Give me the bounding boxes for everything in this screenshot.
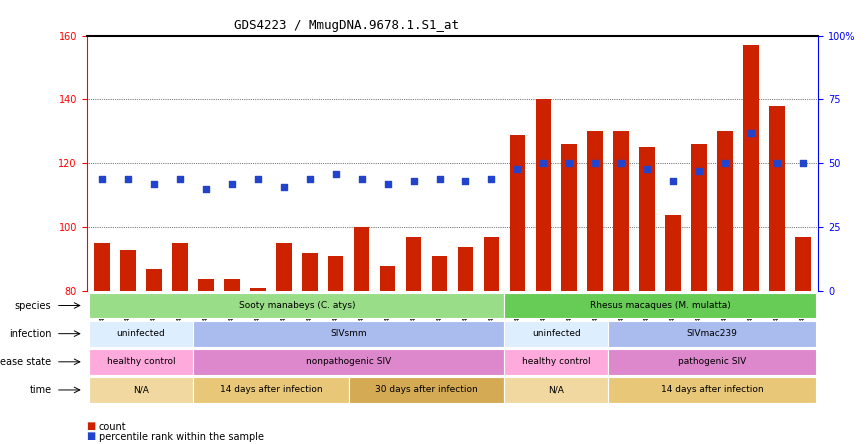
Bar xyxy=(328,256,344,291)
Point xyxy=(484,175,498,182)
Bar xyxy=(795,237,811,291)
Text: healthy control: healthy control xyxy=(107,357,176,366)
Point xyxy=(147,180,161,187)
Bar xyxy=(769,106,785,291)
Bar xyxy=(432,256,448,291)
Text: ■: ■ xyxy=(87,431,96,441)
Bar xyxy=(89,321,193,347)
Point xyxy=(536,160,550,167)
Point xyxy=(588,160,602,167)
Bar xyxy=(89,377,193,403)
Point xyxy=(95,175,109,182)
Point xyxy=(381,180,395,187)
Bar xyxy=(535,99,551,291)
Point xyxy=(666,178,680,185)
Bar xyxy=(193,349,504,375)
Bar xyxy=(717,131,733,291)
Point xyxy=(173,175,187,182)
Point xyxy=(121,175,135,182)
Point xyxy=(614,160,628,167)
Text: N/A: N/A xyxy=(133,385,149,394)
Bar xyxy=(89,349,193,375)
Point xyxy=(770,160,784,167)
Text: N/A: N/A xyxy=(548,385,565,394)
Bar xyxy=(504,377,608,403)
Bar xyxy=(608,349,816,375)
Text: GDS4223 / MmugDNA.9678.1.S1_at: GDS4223 / MmugDNA.9678.1.S1_at xyxy=(234,19,459,32)
Bar xyxy=(250,288,266,291)
Bar xyxy=(608,321,816,347)
Text: uninfected: uninfected xyxy=(532,329,581,338)
Text: infection: infection xyxy=(9,329,51,339)
Bar xyxy=(198,279,214,291)
Bar xyxy=(94,243,110,291)
Bar xyxy=(504,349,608,375)
Point xyxy=(718,160,732,167)
Bar xyxy=(89,293,504,318)
Bar xyxy=(276,243,292,291)
Point xyxy=(303,175,317,182)
Bar xyxy=(146,269,162,291)
Bar xyxy=(380,266,396,291)
Bar xyxy=(457,247,473,291)
Text: species: species xyxy=(15,301,51,310)
Text: count: count xyxy=(99,422,126,432)
Point xyxy=(796,160,810,167)
Text: 30 days after infection: 30 days after infection xyxy=(375,385,478,394)
Text: disease state: disease state xyxy=(0,357,51,367)
Bar xyxy=(691,144,707,291)
Text: uninfected: uninfected xyxy=(117,329,165,338)
Text: healthy control: healthy control xyxy=(522,357,591,366)
Point xyxy=(640,165,654,172)
Bar xyxy=(665,214,681,291)
Bar xyxy=(613,131,629,291)
Text: 14 days after infection: 14 days after infection xyxy=(219,385,322,394)
Point xyxy=(199,186,213,193)
Point xyxy=(692,167,706,174)
Bar xyxy=(193,321,504,347)
Bar xyxy=(587,131,603,291)
Point xyxy=(407,178,421,185)
Point xyxy=(433,175,447,182)
Point xyxy=(225,180,239,187)
Bar xyxy=(193,377,349,403)
Bar xyxy=(120,250,136,291)
Point xyxy=(510,165,524,172)
Bar xyxy=(354,227,370,291)
Text: ■: ■ xyxy=(87,421,96,431)
Point xyxy=(277,183,291,190)
Bar xyxy=(406,237,422,291)
Point xyxy=(355,175,369,182)
Bar xyxy=(639,147,655,291)
Bar xyxy=(504,293,816,318)
Point xyxy=(251,175,265,182)
Bar xyxy=(743,45,759,291)
Point xyxy=(458,178,472,185)
Point xyxy=(329,170,343,177)
Bar xyxy=(509,135,525,291)
Text: Sooty manabeys (C. atys): Sooty manabeys (C. atys) xyxy=(238,301,355,310)
Text: percentile rank within the sample: percentile rank within the sample xyxy=(99,432,264,442)
Bar xyxy=(302,253,318,291)
Bar xyxy=(608,377,816,403)
Text: 14 days after infection: 14 days after infection xyxy=(661,385,763,394)
Bar xyxy=(224,279,240,291)
Text: SIVsmm: SIVsmm xyxy=(330,329,367,338)
Text: time: time xyxy=(29,385,51,395)
Text: nonpathogenic SIV: nonpathogenic SIV xyxy=(306,357,391,366)
Text: Rhesus macaques (M. mulatta): Rhesus macaques (M. mulatta) xyxy=(590,301,730,310)
Bar xyxy=(504,321,608,347)
Point xyxy=(562,160,576,167)
Text: SIVmac239: SIVmac239 xyxy=(687,329,738,338)
Point xyxy=(744,129,758,136)
Bar xyxy=(172,243,188,291)
Bar xyxy=(561,144,577,291)
Bar xyxy=(483,237,499,291)
Text: pathogenic SIV: pathogenic SIV xyxy=(678,357,746,366)
Bar xyxy=(349,377,504,403)
